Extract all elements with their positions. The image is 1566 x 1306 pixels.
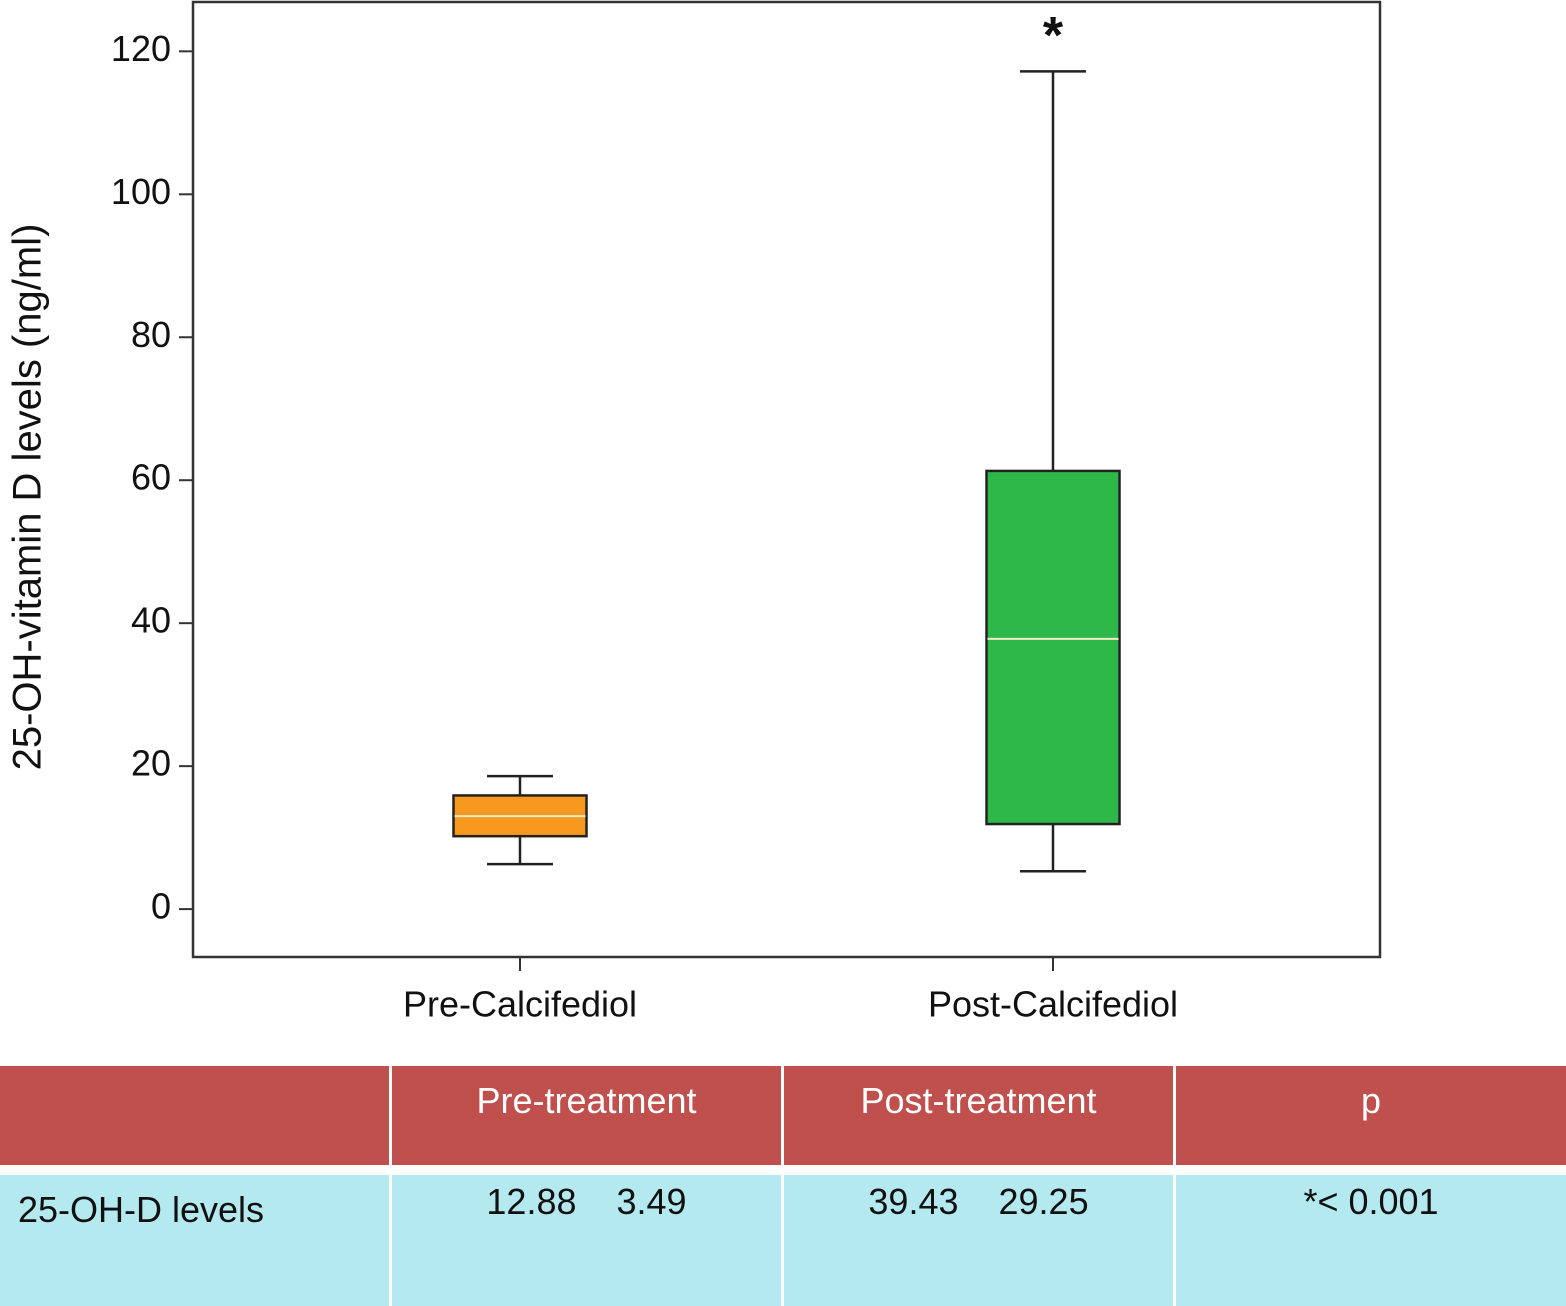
y-tick-label: 60: [131, 457, 171, 498]
box: [985, 469, 1121, 826]
table-cell: 12.88 3.49: [392, 1175, 781, 1306]
plot-frame: [191, 0, 1382, 959]
y-tick-label: 20: [131, 743, 171, 784]
y-axis-title: 25-OH-vitamin D levels (ng/ml): [6, 224, 50, 771]
table-value: 12.88: [486, 1181, 577, 1222]
whisker-low: [1020, 824, 1086, 873]
y-tick-label: 80: [131, 314, 171, 355]
x-tick-label: Pre-Calcifediol: [403, 984, 637, 1025]
whisker-low: [487, 836, 553, 866]
y-tick-label: 40: [131, 600, 171, 641]
table-header: Post-treatment: [784, 1066, 1173, 1165]
table-corner: [0, 1066, 389, 1165]
x-tick-label: Post-Calcifediol: [928, 984, 1178, 1025]
table-header: p: [1176, 1066, 1566, 1165]
table-cell: *< 0.001: [1176, 1175, 1566, 1306]
y-tick-label: 100: [111, 171, 171, 212]
annotation: *: [1043, 7, 1064, 65]
whisker-high: [1020, 70, 1086, 471]
table-value: 3.49: [616, 1181, 687, 1222]
table-cell: 39.43 29.25: [784, 1175, 1173, 1306]
table-value: 39.43: [868, 1181, 959, 1222]
chart: 25-OH-vitamin D levels (ng/ml) 0 20 40 60 80…: [6, 0, 1382, 1025]
table-header: Pre-treatment: [392, 1066, 781, 1165]
table-value: 29.25: [998, 1181, 1089, 1222]
y-tick-label: 120: [111, 28, 171, 69]
y-tick-label: 0: [151, 886, 171, 927]
table-row-label: 25-OH-D levels: [0, 1175, 389, 1306]
whisker-high: [487, 774, 553, 796]
